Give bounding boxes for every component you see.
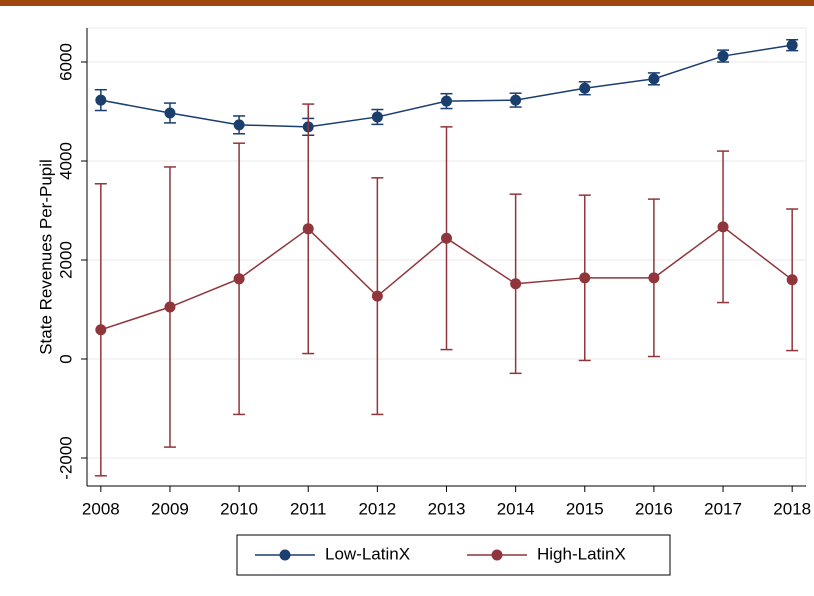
y-axis-label: State Revenues Per-Pupil — [36, 159, 55, 355]
x-tick-label: 2017 — [704, 499, 742, 518]
x-tick-label: 2011 — [290, 499, 327, 518]
marker — [164, 107, 176, 119]
marker — [579, 82, 591, 94]
marker — [371, 111, 383, 123]
background — [8, 6, 814, 596]
marker — [441, 232, 452, 244]
marker — [717, 50, 729, 62]
legend-marker — [491, 549, 503, 561]
x-tick-label: 2015 — [566, 499, 604, 518]
marker — [510, 278, 522, 290]
marker — [233, 119, 245, 131]
marker — [717, 221, 729, 233]
marker — [441, 95, 452, 107]
marker — [648, 73, 660, 85]
x-tick-label: 2013 — [428, 499, 466, 518]
marker — [371, 290, 383, 302]
x-tick-label: 2010 — [220, 499, 258, 518]
y-tick-label: 4000 — [56, 142, 75, 180]
marker — [786, 274, 798, 286]
y-tick-label: 6000 — [56, 43, 75, 81]
legend-marker — [279, 549, 291, 561]
marker — [648, 272, 660, 284]
marker — [302, 223, 314, 235]
x-tick-label: 2016 — [635, 499, 673, 518]
marker — [95, 94, 107, 106]
marker — [579, 272, 591, 284]
marker — [510, 94, 522, 106]
legend-label: High-LatinX — [537, 544, 626, 563]
x-tick-label: 2018 — [773, 499, 811, 518]
marker — [233, 273, 245, 285]
y-tick-label: 2000 — [56, 241, 75, 279]
x-tick-label: 2009 — [151, 499, 189, 518]
legend-label: Low-LatinX — [325, 544, 410, 563]
marker — [786, 39, 798, 51]
x-tick-label: 2014 — [497, 499, 535, 518]
x-tick-label: 2008 — [82, 499, 120, 518]
top-bar — [0, 0, 814, 6]
x-tick-label: 2012 — [358, 499, 396, 518]
y-tick-label: 0 — [56, 354, 75, 363]
marker — [164, 301, 176, 313]
marker — [95, 324, 107, 336]
y-tick-label: -2000 — [56, 436, 75, 479]
